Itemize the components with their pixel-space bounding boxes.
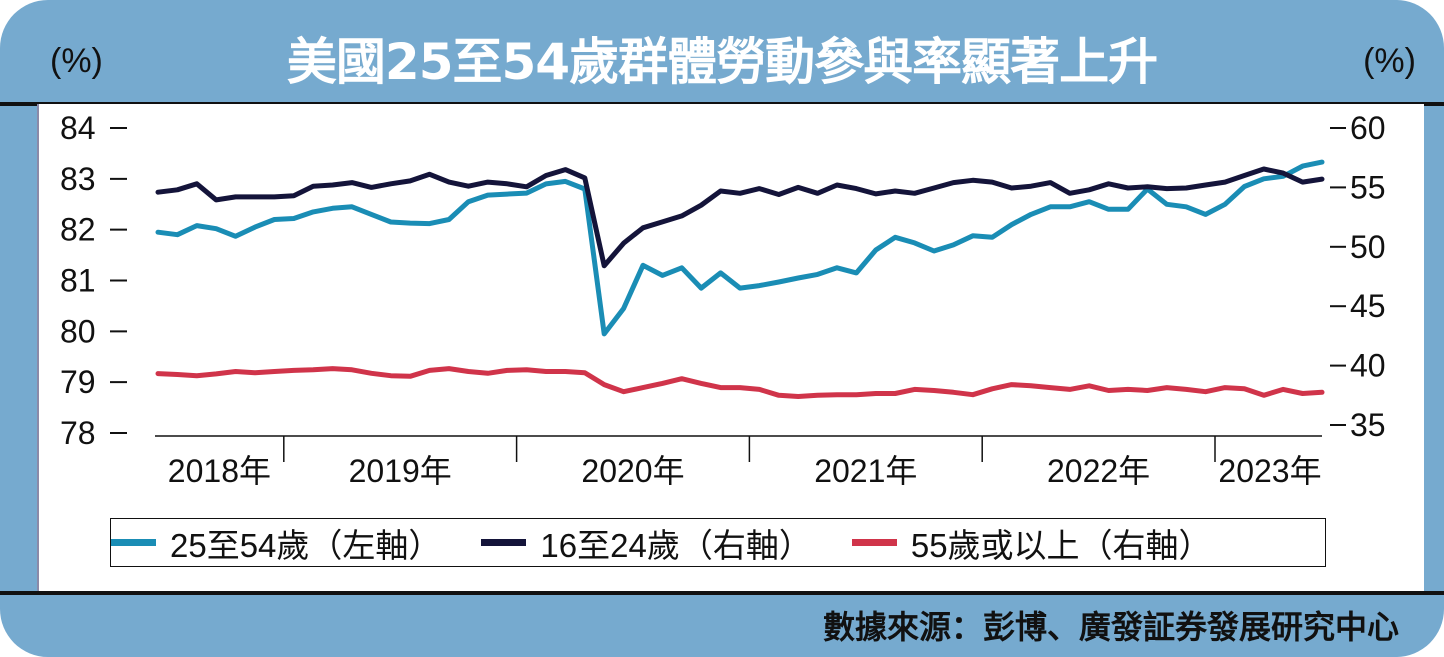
legend-label: 25至54歲（左軸）	[170, 526, 442, 564]
legend-label: 16至24歲（右軸）	[540, 526, 812, 564]
left-tick-label: 81	[60, 263, 96, 299]
legend-swatch	[851, 539, 897, 546]
right-tick-label: 35	[1350, 407, 1386, 443]
left-tick-label: 80	[60, 313, 96, 349]
legend-item-55-plus: 55歲或以上（右軸）	[851, 519, 1212, 567]
left-tick-label: 83	[60, 161, 96, 197]
left-tick-label: 78	[60, 415, 96, 451]
x-tick-label: 2023年	[1218, 453, 1321, 489]
x-tick-label: 2021年	[814, 453, 917, 489]
legend: 25至54歲（左軸） 16至24歲（右軸） 55歲或以上（右軸）	[110, 518, 1326, 567]
x-tick-label: 2022年	[1047, 453, 1150, 489]
legend-label: 55歲或以上（右軸）	[910, 526, 1212, 564]
right-tick-label: 45	[1350, 288, 1386, 324]
left-tick-label: 82	[60, 212, 96, 248]
legend-swatch	[481, 539, 527, 546]
series-line-1	[155, 166, 1325, 269]
right-tick-label: 50	[1350, 229, 1386, 265]
legend-swatch	[111, 539, 156, 546]
left-tick-label: 84	[60, 110, 96, 146]
right-tick-label: 55	[1350, 169, 1386, 205]
series-line-2	[155, 366, 1325, 399]
right-axis-unit: (%)	[1363, 42, 1416, 80]
x-tick-label: 2019年	[349, 453, 452, 489]
legend-item-16-24: 16至24歲（右軸）	[481, 519, 812, 567]
left-axis-unit: (%)	[50, 42, 103, 80]
legend-item-25-54: 25至54歲（左軸）	[111, 519, 441, 567]
bottom-divider	[0, 591, 1444, 595]
x-tick-label: 2020年	[581, 453, 684, 489]
chart-title: 美國25至54歲群體勞動參與率顯著上升	[286, 33, 1158, 91]
series-line-0	[155, 159, 1325, 337]
right-tick-label: 60	[1350, 110, 1386, 146]
source-note: 數據來源：彭博、廣發証券發展研究中心	[822, 608, 1399, 646]
right-tick-label: 40	[1350, 348, 1386, 384]
left-tick-label: 79	[60, 364, 96, 400]
x-tick-label: 2018年	[168, 453, 271, 489]
